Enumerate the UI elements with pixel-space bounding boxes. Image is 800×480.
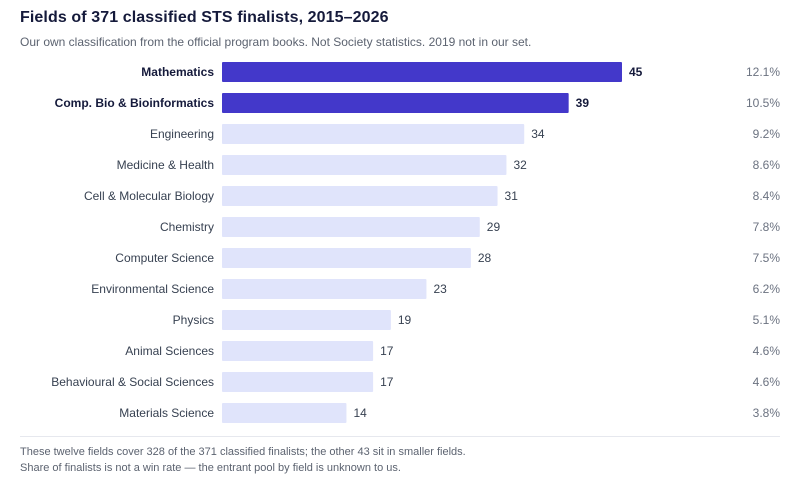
category-label: Engineering	[150, 127, 214, 141]
category-label: Environmental Science	[91, 282, 214, 296]
bar-value-label: 17	[380, 344, 394, 358]
share-label: 7.5%	[753, 251, 781, 265]
share-label: 12.1%	[746, 65, 780, 79]
category-label: Cell & Molecular Biology	[84, 189, 214, 203]
category-label: Materials Science	[119, 406, 214, 420]
bar-value-label: 23	[433, 282, 447, 296]
category-label: Mathematics	[141, 65, 214, 79]
share-label: 4.6%	[753, 375, 781, 389]
bar-value-label: 17	[380, 375, 394, 389]
bar	[222, 93, 569, 113]
bar	[222, 124, 525, 144]
bar-value-label: 31	[505, 189, 519, 203]
share-label: 9.2%	[753, 127, 781, 141]
bar-value-label: 32	[513, 158, 527, 172]
share-label: 8.4%	[753, 189, 781, 203]
share-label: 8.6%	[753, 158, 781, 172]
bar	[222, 310, 391, 330]
share-label: 7.8%	[753, 220, 781, 234]
share-label: 5.1%	[753, 313, 781, 327]
bar-value-label: 39	[576, 96, 590, 110]
category-label: Behavioural & Social Sciences	[51, 375, 214, 389]
bar	[222, 279, 427, 299]
bar	[222, 217, 480, 237]
bar	[222, 248, 471, 268]
share-label: 3.8%	[753, 406, 781, 420]
bar	[222, 155, 507, 175]
category-label: Comp. Bio & Bioinformatics	[55, 96, 215, 110]
bar-value-label: 19	[398, 313, 412, 327]
category-label: Computer Science	[115, 251, 214, 265]
category-label: Medicine & Health	[117, 158, 214, 172]
category-label: Chemistry	[160, 220, 214, 234]
bar	[222, 62, 622, 82]
share-label: 6.2%	[753, 282, 781, 296]
footnote-coverage: These twelve fields cover 328 of the 371…	[20, 446, 466, 458]
category-label: Physics	[173, 313, 214, 327]
share-label: 10.5%	[746, 96, 780, 110]
bar	[222, 403, 347, 423]
bar	[222, 372, 374, 392]
share-label: 4.6%	[753, 344, 781, 358]
bar-value-label: 14	[353, 406, 367, 420]
bar	[222, 186, 498, 206]
footnote-caveat: Share of finalists is not a win rate — t…	[20, 462, 401, 474]
bar-chart: Mathematics 45 12.1% Comp. Bio & Bioinforma…	[51, 62, 781, 423]
bar-value-label: 45	[629, 65, 643, 79]
chart-title: Fields of 371 classified STS finalists, …	[20, 9, 389, 26]
bar	[222, 341, 374, 361]
category-label: Animal Sciences	[125, 344, 214, 358]
bar-value-label: 28	[478, 251, 492, 265]
bar-value-label: 29	[487, 220, 501, 234]
bar-value-label: 34	[531, 127, 545, 141]
chart-subtitle: Our own classification from the official…	[20, 35, 532, 49]
footer-divider	[20, 436, 780, 437]
